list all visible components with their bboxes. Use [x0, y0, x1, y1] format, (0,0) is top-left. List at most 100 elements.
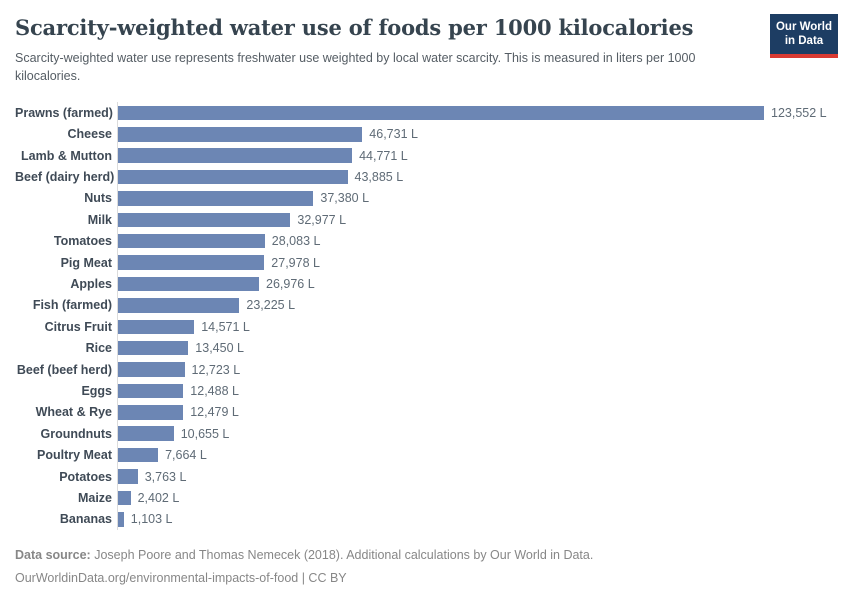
value-label: 44,771 L: [359, 148, 408, 163]
value-label: 1,103 L: [130, 512, 173, 527]
value-label: 7,664 L: [165, 448, 207, 463]
bar-row: Bananas 1,103 L: [15, 508, 835, 530]
bar[interactable]: [118, 105, 764, 121]
category-label: Bananas: [59, 512, 112, 527]
value-label: 123,552 L: [771, 105, 827, 120]
page-title: Scarcity-weighted water use of foods per…: [15, 15, 694, 40]
category-label: Eggs: [81, 383, 112, 398]
bar[interactable]: [118, 469, 138, 484]
owid-logo-line2: in Data: [784, 35, 824, 48]
category-label: Citrus Fruit: [44, 319, 112, 334]
bar[interactable]: [118, 340, 189, 356]
bar-track: 1,103 L: [117, 508, 835, 530]
category-label: Nuts: [84, 191, 112, 206]
category-label: Beef (dairy herd): [15, 170, 115, 185]
bar[interactable]: [118, 383, 184, 399]
bar-row: Cheese 46,731 L: [15, 123, 835, 145]
bar-track: 12,488 L: [117, 380, 835, 402]
bar[interactable]: [118, 319, 195, 335]
value-label: 37,380 L: [320, 191, 370, 206]
bar-row: Tomatoes 28,083 L: [15, 230, 835, 252]
bar-row: Pig Meat 27,978 L: [15, 251, 835, 274]
data-source-line: Data source: Joseph Poore and Thomas Nem…: [15, 544, 835, 567]
category-label: Wheat & Rye: [35, 405, 112, 420]
bar[interactable]: [118, 447, 159, 463]
bar-track: 2,402 L: [117, 487, 835, 509]
bar-row: Wheat & Rye 12,479 L: [15, 401, 835, 424]
value-label: 13,450 L: [195, 341, 244, 356]
bar[interactable]: [118, 191, 314, 206]
bar-row: Beef (beef herd) 12,723 L: [15, 358, 835, 381]
bar[interactable]: [118, 362, 185, 377]
value-label: 3,763 L: [144, 469, 187, 484]
bar-row: Beef (dairy herd) 43,885 L: [15, 166, 835, 188]
category-label: Lamb & Mutton: [21, 148, 112, 163]
value-label: 28,083 L: [271, 234, 321, 249]
bar[interactable]: [118, 490, 131, 506]
value-label: 14,571 L: [201, 319, 250, 334]
chart-subtitle: Scarcity-weighted water use represents f…: [15, 51, 696, 83]
value-label: 27,978 L: [271, 255, 320, 270]
bar-row: Milk 32,977 L: [15, 209, 835, 231]
value-label: 43,885 L: [354, 170, 404, 185]
bar-track: 28,083 L: [117, 230, 835, 252]
owid-logo-box: Our World in Data: [770, 14, 838, 54]
bar-track: 44,771 L: [117, 144, 835, 167]
bar[interactable]: [118, 255, 265, 270]
bar-row: Citrus Fruit 14,571 L: [15, 316, 835, 338]
owid-logo-stripe: [770, 53, 838, 58]
category-label: Beef (beef herd): [16, 362, 112, 377]
bar[interactable]: [118, 127, 363, 142]
bar-row: Potatoes 3,763 L: [15, 465, 835, 488]
bar-track: 12,723 L: [117, 358, 835, 381]
category-label: Tomatoes: [53, 234, 112, 249]
owid-logo[interactable]: Our World in Data: [770, 14, 838, 58]
bar[interactable]: [118, 169, 348, 185]
bar[interactable]: [118, 405, 184, 420]
citation-line: OurWorldinData.org/environmental-impacts…: [15, 571, 347, 586]
bar-row: Maize 2,402 L: [15, 487, 835, 509]
category-label: Prawns (farmed): [15, 105, 113, 120]
bar-track: 123,552 L: [117, 102, 835, 124]
bar[interactable]: [118, 276, 259, 292]
bar-track: 3,763 L: [117, 465, 835, 488]
bar-track: 14,571 L: [117, 316, 835, 338]
bar-row: Nuts 37,380 L: [15, 187, 835, 210]
category-label: Fish (farmed): [32, 298, 112, 313]
bar[interactable]: [118, 298, 240, 313]
category-label: Apples: [70, 277, 112, 291]
value-label: 12,488 L: [190, 383, 239, 398]
category-label: Poultry Meat: [36, 448, 112, 463]
value-label: 12,479 L: [190, 405, 239, 420]
bar-track: 43,885 L: [117, 166, 835, 188]
bar-row: Fish (farmed) 23,225 L: [15, 294, 835, 317]
bar-track: 10,655 L: [117, 423, 835, 445]
category-label: Milk: [87, 212, 112, 227]
bar-track: 7,664 L: [117, 444, 835, 466]
bar[interactable]: [118, 512, 124, 527]
bar[interactable]: [118, 233, 265, 249]
bar[interactable]: [118, 212, 291, 228]
category-label: Maize: [77, 490, 112, 505]
bar-track: 46,731 L: [117, 123, 835, 145]
category-label: Cheese: [67, 127, 112, 142]
bar[interactable]: [118, 426, 174, 441]
footer: Data source: Joseph Poore and Thomas Nem…: [15, 544, 835, 590]
bar-track: 32,977 L: [117, 209, 835, 231]
bar[interactable]: [118, 148, 353, 163]
bar-row: Lamb & Mutton 44,771 L: [15, 144, 835, 167]
data-source-text: Joseph Poore and Thomas Nemecek (2018). …: [90, 548, 594, 562]
bar-track: 12,479 L: [117, 401, 835, 424]
category-label: Groundnuts: [40, 426, 112, 441]
bar-track: 26,976 L: [117, 273, 835, 295]
data-source-label: Data source:: [15, 548, 91, 562]
bar-row: Prawns (farmed) 123,552 L: [15, 102, 835, 124]
bar-track: 23,225 L: [117, 294, 835, 317]
bar-row: Groundnuts 10,655 L: [15, 423, 835, 445]
value-label: 23,225 L: [246, 298, 296, 313]
bar-row: Eggs 12,488 L: [15, 380, 835, 402]
value-label: 46,731 L: [369, 127, 418, 142]
bar-row: Poultry Meat 7,664 L: [15, 444, 835, 466]
value-label: 26,976 L: [266, 277, 315, 291]
value-label: 12,723 L: [191, 362, 241, 377]
